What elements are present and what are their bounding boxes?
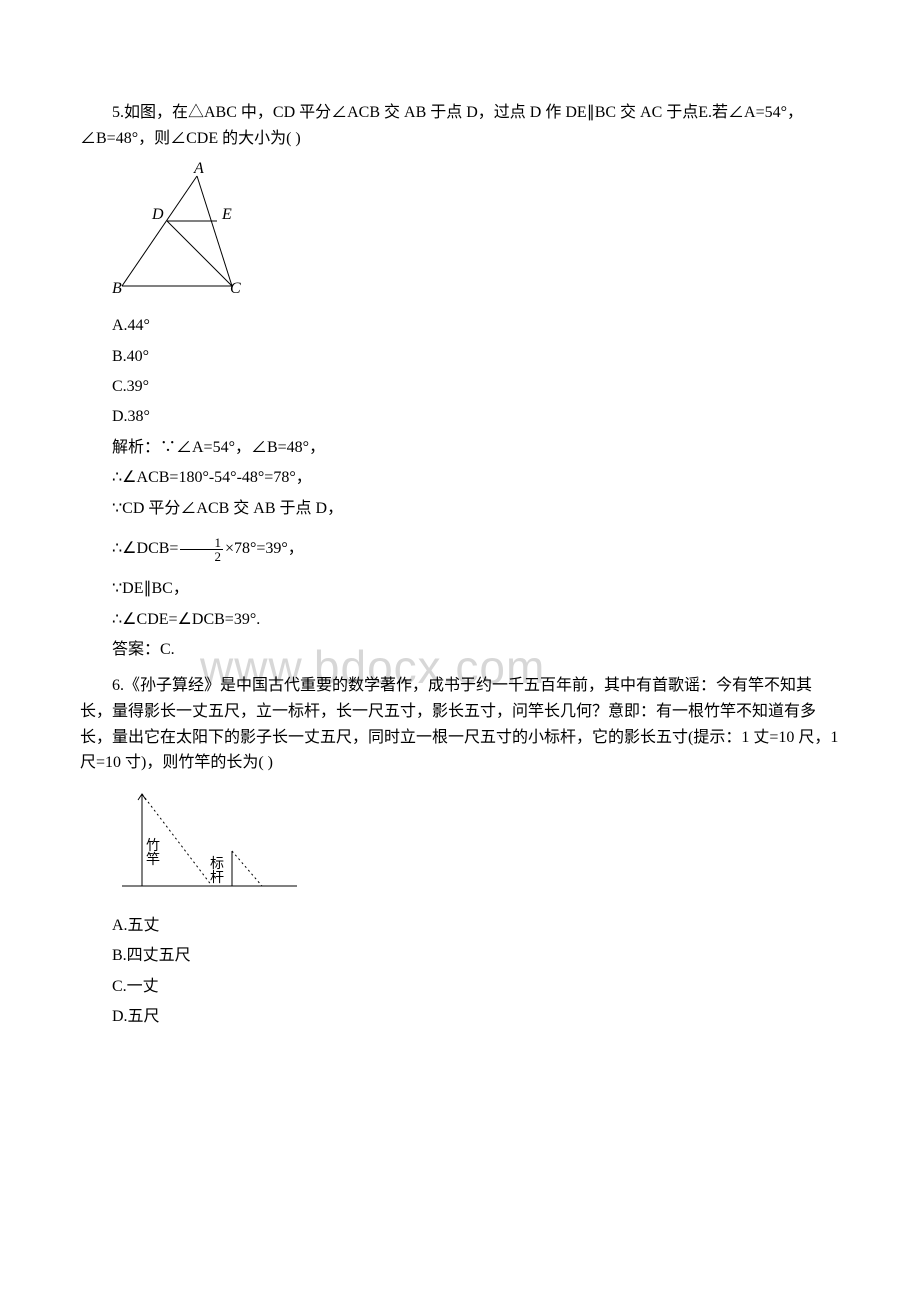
q6-option-b: B.四丈五尺: [80, 941, 840, 971]
q6-option-a: A.五丈: [80, 911, 840, 941]
q5-option-b: B.40°: [80, 342, 840, 372]
q6-fig-label-stick: 标杆: [210, 856, 224, 886]
q5-sol-l4a: ∴∠DCB=: [112, 540, 178, 557]
q6-option-d: D.五尺: [80, 1002, 840, 1032]
q5-fig-label-a: A: [193, 161, 204, 177]
page: 5.如图，在△ABC 中，CD 平分∠ACB 交 AB 于点 D，过点 D 作 …: [0, 0, 920, 1072]
q5-text: 5.如图，在△ABC 中，CD 平分∠ACB 交 AB 于点 D，过点 D 作 …: [80, 100, 840, 151]
q5-option-c: C.39°: [80, 372, 840, 402]
q6-text: 6.《孙子算经》是中国古代重要的数学著作，成书于约一千五百年前，其中有首歌谣：今…: [80, 673, 840, 775]
q5-sol-l5: ∵DE∥BC，: [80, 574, 840, 604]
q5-fig-label-e: E: [221, 206, 232, 223]
fraction-num: 1: [180, 536, 223, 550]
q5-sol-l3: ∵CD 平分∠ACB 交 AB 于点 D，: [80, 494, 840, 524]
q6-option-c: C.一丈: [80, 972, 840, 1002]
fraction-den: 2: [180, 550, 223, 563]
q5-sol-l4: ∴∠DCB=12×78°=39°，: [80, 534, 840, 564]
q6-figure: 竹竿 标杆: [112, 786, 840, 901]
fraction: 12: [180, 536, 223, 563]
q6-fig-label-pole: 竹竿: [146, 838, 160, 868]
q5-fig-label-c: C: [230, 280, 241, 296]
q5-fig-label-d: D: [151, 206, 164, 223]
q5-figure: A B C D E: [112, 161, 840, 301]
q5-answer: 答案：C.: [80, 635, 840, 665]
q5-sol-l4b: ×78°=39°，: [225, 540, 304, 557]
q5-fig-label-b: B: [112, 280, 122, 296]
q5-sol-l1: 解析：∵∠A=54°，∠B=48°，: [80, 433, 840, 463]
q5-sol-l6: ∴∠CDE=∠DCB=39°.: [80, 605, 840, 635]
q5-option-d: D.38°: [80, 402, 840, 432]
q5-sol-l2: ∴∠ACB=180°-54°-48°=78°，: [80, 463, 840, 493]
q5-option-a: A.44°: [80, 311, 840, 341]
